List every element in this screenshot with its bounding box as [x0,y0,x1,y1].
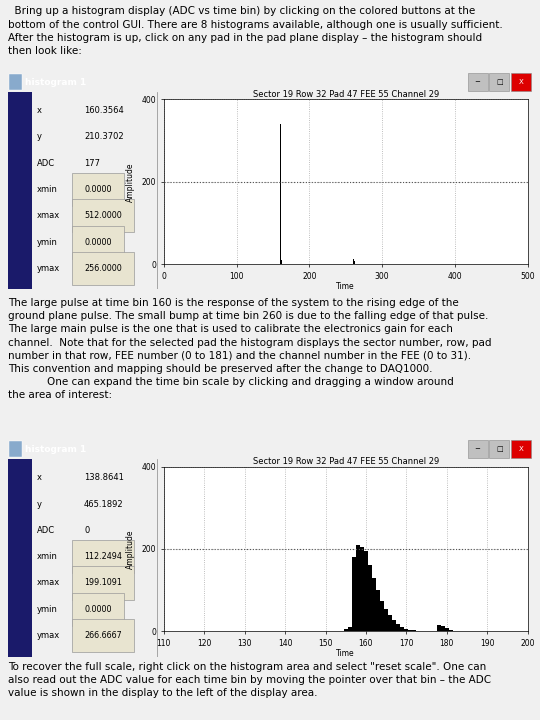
Text: 512.0000: 512.0000 [84,211,122,220]
Bar [396,624,400,631]
Bar [468,73,488,91]
Bar [9,74,22,90]
Bar [468,440,488,459]
Bar [392,620,396,631]
Bar [281,260,282,264]
Bar [352,557,356,631]
Bar [437,625,441,631]
Bar [404,629,408,631]
Bar [445,628,449,631]
Bar [380,600,384,631]
Text: x: x [37,106,42,115]
Text: 160.3564: 160.3564 [84,106,124,115]
Text: −: − [475,446,481,452]
Y-axis label: Amplitude: Amplitude [126,162,135,202]
Bar [8,459,32,657]
Y-axis label: Amplitude: Amplitude [126,529,135,569]
Text: x: x [37,473,42,482]
Bar [356,545,360,631]
Bar [489,73,509,91]
Bar [388,615,392,631]
Text: Bring up a histogram display (ADC vs time bin) by clicking on the colored button: Bring up a histogram display (ADC vs tim… [8,6,503,56]
Text: y: y [37,500,42,508]
X-axis label: Time: Time [336,282,355,292]
Bar [376,590,380,631]
Bar [413,630,416,631]
Text: histogram 1: histogram 1 [25,445,86,454]
Bar [511,440,531,459]
Bar [353,259,354,264]
Text: ADC: ADC [37,158,55,168]
Text: 465.1892: 465.1892 [84,500,124,508]
Text: ymin: ymin [37,238,58,246]
Bar [8,92,32,289]
Text: 0.0000: 0.0000 [84,238,112,246]
Text: 256.0000: 256.0000 [84,264,122,273]
Bar [489,440,509,459]
Bar [368,565,372,631]
Title: Sector 19 Row 32 Pad 47 FEE 55 Channel 29: Sector 19 Row 32 Pad 47 FEE 55 Channel 2… [253,456,439,466]
X-axis label: Time: Time [336,649,355,659]
Bar [449,630,453,631]
Bar [400,627,404,631]
Text: xmin: xmin [37,552,58,561]
Bar [348,627,352,631]
Text: 112.2494: 112.2494 [84,552,122,561]
Text: y: y [37,132,42,141]
Bar [384,609,388,631]
Text: xmax: xmax [37,211,60,220]
Bar [372,578,376,631]
Bar [343,629,348,631]
Text: 0: 0 [84,526,89,535]
Text: □: □ [496,446,503,452]
Bar [360,547,364,631]
Text: xmin: xmin [37,185,58,194]
Bar [9,441,22,457]
Text: The large pulse at time bin 160 is the response of the system to the rising edge: The large pulse at time bin 160 is the r… [8,298,491,400]
Text: ADC: ADC [37,526,55,535]
Text: −: − [475,79,481,85]
Text: X: X [518,79,523,85]
Text: ymax: ymax [37,631,60,640]
Text: 199.1091: 199.1091 [84,578,122,588]
Text: 0.0000: 0.0000 [84,605,112,613]
Bar [364,551,368,631]
Text: 177: 177 [84,158,100,168]
Bar [280,124,281,264]
Text: xmax: xmax [37,578,60,588]
Text: □: □ [496,79,503,85]
Bar [354,261,355,264]
Text: 266.6667: 266.6667 [84,631,122,640]
Bar [511,73,531,91]
Bar [408,630,413,631]
Title: Sector 19 Row 32 Pad 47 FEE 55 Channel 29: Sector 19 Row 32 Pad 47 FEE 55 Channel 2… [253,89,439,99]
Bar [441,626,445,631]
Text: histogram 1: histogram 1 [25,78,86,86]
Text: To recover the full scale, right click on the histogram area and select "reset s: To recover the full scale, right click o… [8,662,491,698]
Text: 138.8641: 138.8641 [84,473,124,482]
Text: X: X [518,446,523,452]
Text: 0.0000: 0.0000 [84,185,112,194]
Text: ymin: ymin [37,605,58,613]
Text: 210.3702: 210.3702 [84,132,124,141]
Text: ymax: ymax [37,264,60,273]
